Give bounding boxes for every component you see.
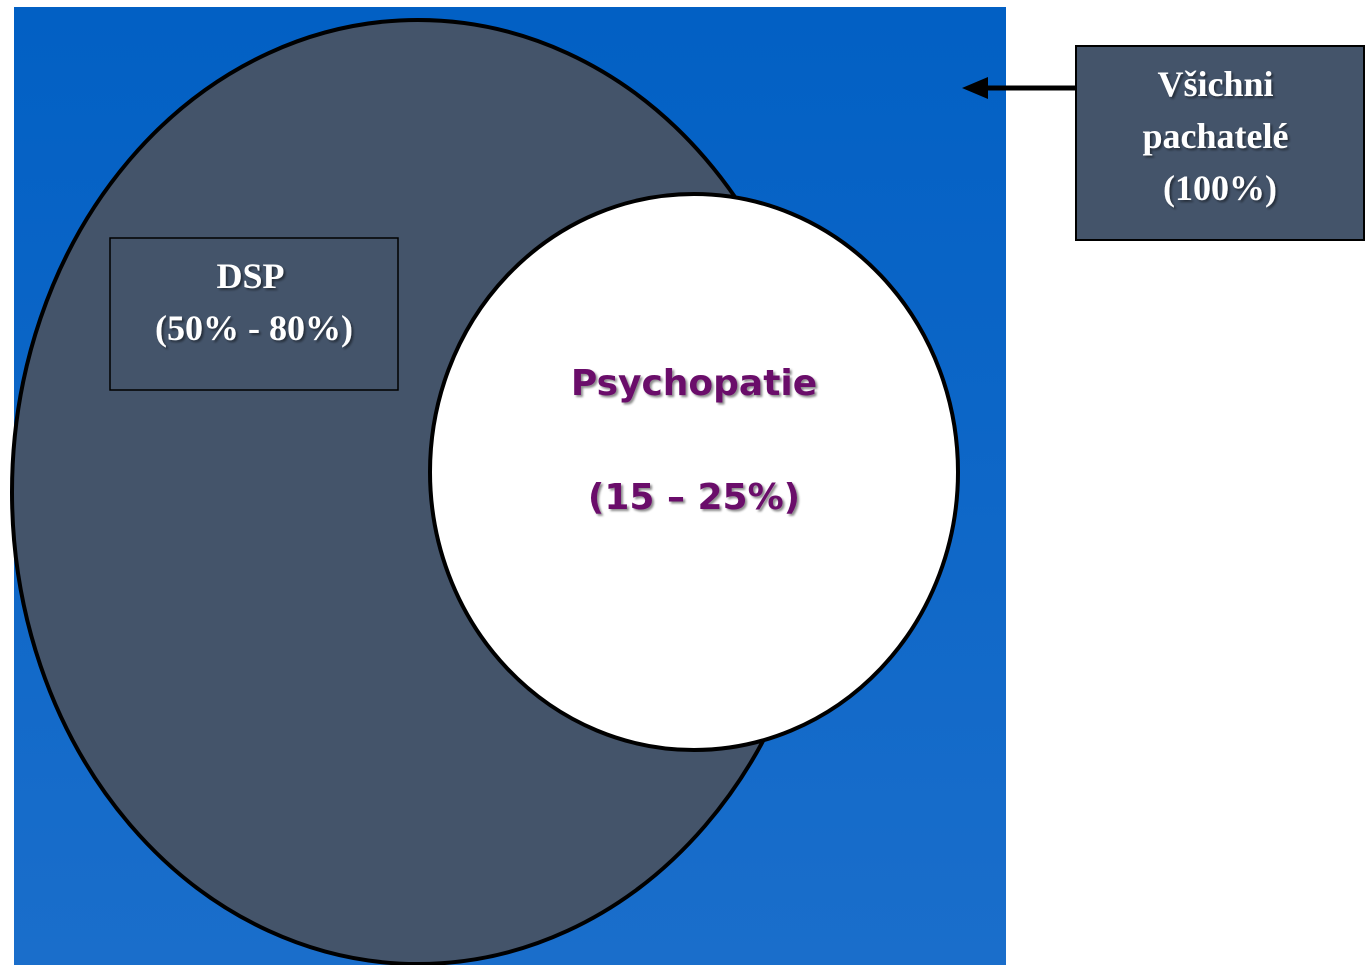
psychopathy-title: Psychopatie <box>571 363 817 404</box>
all-offenders-label-line: (100%) <box>1163 168 1277 208</box>
all-offenders-callout <box>1075 45 1365 241</box>
dsp-label-box <box>109 237 399 391</box>
dsp-label: DSP (50% - 80%) <box>155 256 353 348</box>
all-offenders-label-line: pachatelé <box>1143 116 1289 156</box>
dsp-label-line: DSP <box>216 256 283 296</box>
psychopathy-range: (15 – 25%) <box>588 477 800 518</box>
all-offenders-label: Všichni pachatelé (100%) <box>1143 64 1298 208</box>
dsp-label-line: (50% - 80%) <box>155 308 353 348</box>
all-offenders-label-line: Všichni <box>1157 64 1273 104</box>
left-arrow-icon <box>962 77 1077 99</box>
psychopathy-circle <box>428 192 960 752</box>
